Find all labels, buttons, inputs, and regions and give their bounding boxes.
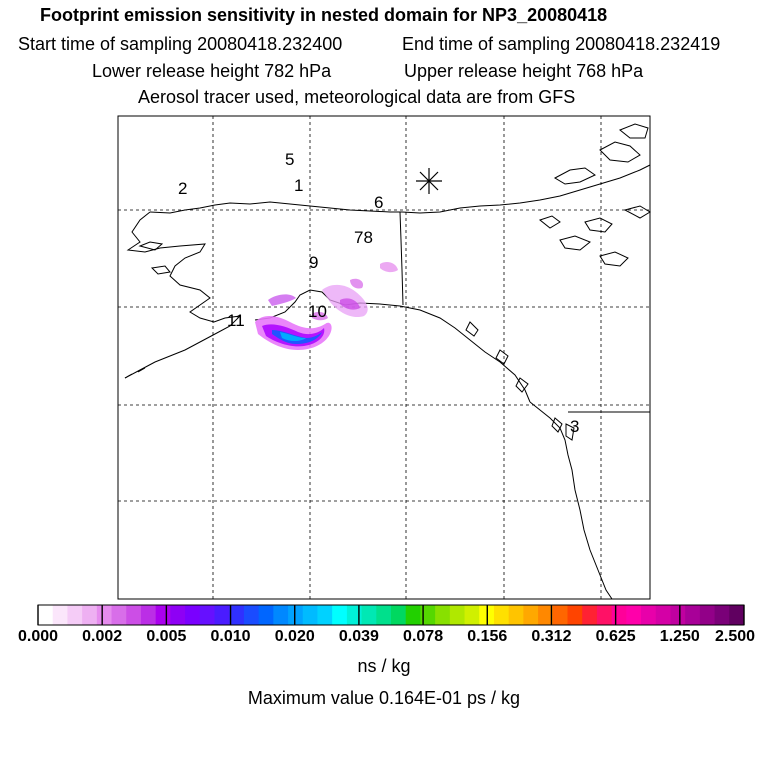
colorbar-segment [641, 605, 657, 625]
colorbar-tick-label: 1.250 [659, 628, 700, 645]
colorbar-segment [67, 605, 83, 625]
colorbar-segment [155, 605, 171, 625]
colorbar-tick-label: 0.010 [210, 628, 251, 645]
colorbar-tick-label: 0.625 [595, 628, 636, 645]
colorbar-segment [611, 605, 627, 625]
colorbar-tick-label: 0.005 [146, 628, 187, 645]
end-time-label: End time of sampling 20080418.232419 [402, 34, 721, 54]
colorbar-tick-label: 2.500 [714, 628, 756, 645]
track-label: 11 [227, 311, 245, 330]
colorbar-segment [361, 605, 377, 625]
colorbar-segment [582, 605, 598, 625]
lower-height-label: Lower release height 782 hPa [92, 61, 332, 81]
colorbar-segment [655, 605, 671, 625]
colorbar-segment [243, 605, 260, 625]
track-label: 5 [285, 150, 294, 169]
colorbar-segment [523, 605, 539, 625]
colorbar-segment [670, 605, 686, 625]
colorbar-tick-label: 0.002 [82, 628, 123, 645]
tracer-note: Aerosol tracer used, meteorological data… [138, 87, 576, 107]
colorbar-segment [111, 605, 127, 625]
colorbar-tick-label: 0.000 [17, 628, 59, 645]
colorbar-segment [538, 605, 554, 625]
colorbar-segment [699, 605, 716, 625]
colorbar-segment [376, 605, 392, 625]
colorbar-tick-label: 0.039 [338, 628, 379, 645]
colorbar-segment [302, 605, 318, 625]
graticule [118, 116, 650, 599]
track-label: 1 [294, 176, 303, 195]
colorbar-segment [199, 605, 215, 625]
colorbar-tick-label: 0.156 [467, 628, 508, 645]
track-label: 78 [354, 228, 373, 247]
colorbar-segment [288, 605, 304, 625]
maximum-value-label: Maximum value 0.164E-01 ps / kg [247, 688, 521, 708]
colorbar-segment [214, 605, 230, 625]
track-label: 3 [570, 417, 579, 436]
colorbar-segment [493, 605, 510, 625]
colorbar-segment [626, 605, 642, 625]
colorbar-segment [729, 605, 745, 625]
colorbar-tick-label: 0.312 [531, 628, 572, 645]
start-time-label: Start time of sampling 20080418.232400 [18, 34, 343, 54]
asterisk-icon [416, 168, 442, 194]
colorbar-segment [332, 605, 348, 625]
track-label: 9 [309, 253, 318, 272]
colorbar-segment [552, 605, 568, 625]
colorbar-segment [405, 605, 421, 625]
colorbar-tick-label: 0.020 [274, 628, 315, 645]
colorbar-segment [685, 605, 701, 625]
colorbar-segment [229, 605, 245, 625]
colorbar-segment [714, 605, 730, 625]
colorbar-segment [567, 605, 583, 625]
track-label: 2 [178, 179, 187, 198]
emission-plume [255, 262, 398, 350]
colorbar-segment [273, 605, 289, 625]
colorbar-segment [52, 605, 68, 625]
colorbar-segment [317, 605, 333, 625]
colorbar-segment [140, 605, 157, 625]
colorbar-segment [346, 605, 363, 625]
colorbar-segment [82, 605, 98, 625]
colorbar-segment [596, 605, 613, 625]
track-label: 6 [374, 193, 383, 212]
track-label: 10 [308, 302, 327, 321]
colorbar-segment [170, 605, 186, 625]
colorbar-segment [185, 605, 201, 625]
colorbar-segment [126, 605, 142, 625]
colorbar-segment [449, 605, 466, 625]
colorbar-tick-label: 0.078 [403, 628, 444, 645]
colorbar-segment [420, 605, 436, 625]
map-frame [117, 115, 651, 600]
colorbar-segment [464, 605, 480, 625]
colorbar [37, 604, 745, 626]
colorbar-segment [508, 605, 524, 625]
colorbar-units: ns / kg [357, 656, 411, 676]
colorbar-segment [391, 605, 407, 625]
coastlines [124, 123, 651, 600]
colorbar-segment [435, 605, 451, 625]
plot-title: Footprint emission sensitivity in nested… [40, 5, 608, 25]
colorbar-segment [258, 605, 274, 625]
colorbar-segment [96, 605, 113, 625]
upper-height-label: Upper release height 768 hPa [404, 61, 644, 81]
colorbar-segment [38, 605, 54, 625]
